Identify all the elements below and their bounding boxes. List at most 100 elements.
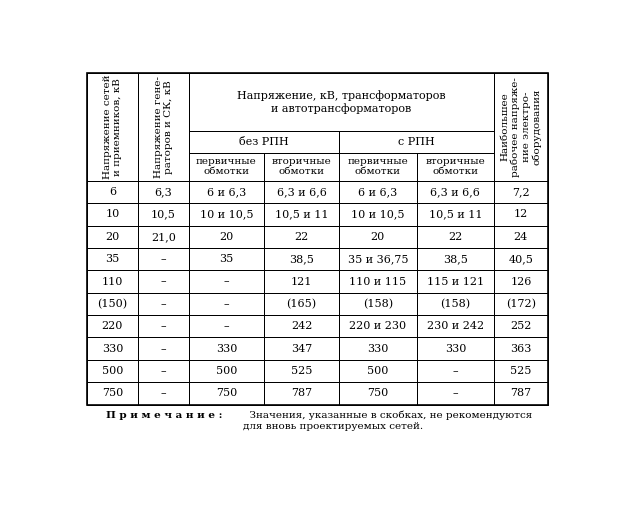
Text: 35 и 36,75: 35 и 36,75 (348, 254, 408, 264)
Text: 40,5: 40,5 (508, 254, 534, 264)
Bar (138, 181, 189, 203)
Bar (189, 382, 264, 405)
Bar (264, 270, 339, 293)
Bar (494, 248, 548, 270)
Bar (417, 315, 494, 338)
Bar (417, 270, 494, 293)
Text: вторичные
обмотки: вторичные обмотки (425, 157, 485, 176)
Text: 10 и 10,5: 10 и 10,5 (351, 209, 405, 219)
Bar (87, 382, 138, 405)
Bar (87, 203, 138, 226)
Bar (264, 153, 339, 181)
Text: 220: 220 (102, 321, 123, 331)
Text: –: – (160, 299, 166, 309)
Text: 6 и 6,3: 6 и 6,3 (207, 187, 246, 197)
Bar (87, 248, 138, 270)
Bar (189, 131, 339, 153)
Text: 6,3 и 6,6: 6,3 и 6,6 (430, 187, 480, 197)
Text: 10,5 и 11: 10,5 и 11 (275, 209, 328, 219)
Text: 115 и 121: 115 и 121 (427, 277, 484, 287)
Text: (158): (158) (363, 299, 393, 309)
Text: 20: 20 (105, 232, 119, 242)
Text: (150): (150) (97, 299, 128, 309)
Bar (189, 270, 264, 293)
Text: Наибольшее
рабочее напряже-
ние электро-
оборудования: Наибольшее рабочее напряже- ние электро-… (500, 77, 542, 177)
Text: 10,5 и 11: 10,5 и 11 (428, 209, 482, 219)
Text: Напряжение сетей
и приемников, кВ: Напряжение сетей и приемников, кВ (103, 75, 122, 179)
Text: 24: 24 (514, 232, 528, 242)
Bar (87, 360, 138, 382)
Bar (189, 338, 264, 360)
Text: –: – (160, 366, 166, 376)
Text: –: – (160, 321, 166, 331)
Text: –: – (160, 277, 166, 287)
Text: 330: 330 (215, 344, 237, 354)
Text: 38,5: 38,5 (289, 254, 314, 264)
Bar (339, 131, 494, 153)
Bar (264, 382, 339, 405)
Bar (417, 226, 494, 248)
Bar (494, 181, 548, 203)
Text: –: – (160, 344, 166, 354)
Bar (339, 270, 417, 293)
Bar (138, 315, 189, 338)
Bar (339, 203, 417, 226)
Text: 38,5: 38,5 (443, 254, 468, 264)
Bar (494, 382, 548, 405)
Bar (189, 226, 264, 248)
Bar (87, 73, 548, 405)
Text: 12: 12 (514, 209, 528, 219)
Text: 6,3 и 6,6: 6,3 и 6,6 (277, 187, 326, 197)
Text: 21,0: 21,0 (151, 232, 176, 242)
Bar (87, 293, 138, 315)
Bar (264, 203, 339, 226)
Bar (494, 270, 548, 293)
Bar (339, 153, 417, 181)
Text: 6: 6 (109, 187, 116, 197)
Text: 220 и 230: 220 и 230 (349, 321, 407, 331)
Bar (417, 338, 494, 360)
Bar (138, 73, 189, 181)
Bar (87, 338, 138, 360)
Text: 110: 110 (102, 277, 123, 287)
Text: без РПН: без РПН (239, 137, 289, 147)
Bar (189, 203, 264, 226)
Text: первичные
обмотки: первичные обмотки (196, 157, 257, 176)
Text: 525: 525 (291, 366, 312, 376)
Bar (138, 360, 189, 382)
Text: –: – (223, 321, 229, 331)
Bar (87, 226, 138, 248)
Text: (158): (158) (440, 299, 470, 309)
Bar (494, 203, 548, 226)
Bar (264, 226, 339, 248)
Bar (138, 203, 189, 226)
Text: 500: 500 (367, 366, 389, 376)
Text: Напряжение гене-
раторов и СК, кВ: Напряжение гене- раторов и СК, кВ (154, 76, 173, 178)
Text: 347: 347 (291, 344, 312, 354)
Text: 252: 252 (510, 321, 532, 331)
Text: 10: 10 (105, 209, 119, 219)
Text: 121: 121 (291, 277, 312, 287)
Text: 6,3: 6,3 (155, 187, 172, 197)
Text: 330: 330 (444, 344, 466, 354)
Bar (494, 73, 548, 181)
Text: 750: 750 (367, 388, 389, 398)
Bar (138, 338, 189, 360)
Text: 10 и 10,5: 10 и 10,5 (199, 209, 253, 219)
Bar (264, 248, 339, 270)
Bar (264, 315, 339, 338)
Text: 330: 330 (367, 344, 389, 354)
Bar (339, 293, 417, 315)
Bar (494, 315, 548, 338)
Text: –: – (223, 299, 229, 309)
Text: –: – (160, 254, 166, 264)
Text: –: – (160, 388, 166, 398)
Bar (264, 338, 339, 360)
Bar (189, 293, 264, 315)
Text: 10,5: 10,5 (151, 209, 176, 219)
Text: П р и м е ч а н и е :: П р и м е ч а н и е : (106, 411, 223, 419)
Bar (87, 315, 138, 338)
Bar (417, 153, 494, 181)
Bar (494, 293, 548, 315)
Bar (189, 248, 264, 270)
